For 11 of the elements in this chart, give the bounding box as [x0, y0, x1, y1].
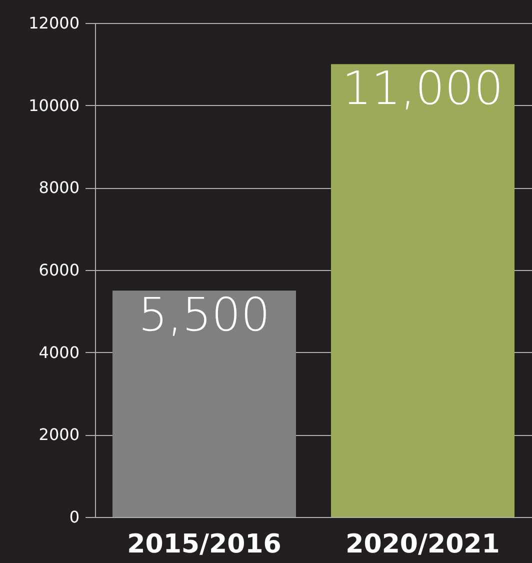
y-tick-label: 0	[69, 508, 80, 526]
y-tick-label: 2000	[38, 425, 80, 444]
y-tick-label: 10000	[28, 96, 80, 115]
data-label: 5,500	[138, 288, 270, 342]
x-tick-label: 2020/2021	[346, 530, 500, 560]
x-tick-label: 2015/2016	[127, 530, 282, 560]
y-tick-label: 8000	[38, 178, 80, 198]
data-label: 11,000	[342, 61, 504, 116]
y-tick-label: 6000	[38, 260, 80, 280]
y-tick-label: 12000	[28, 14, 80, 32]
y-tick-label: 4000	[38, 342, 80, 362]
